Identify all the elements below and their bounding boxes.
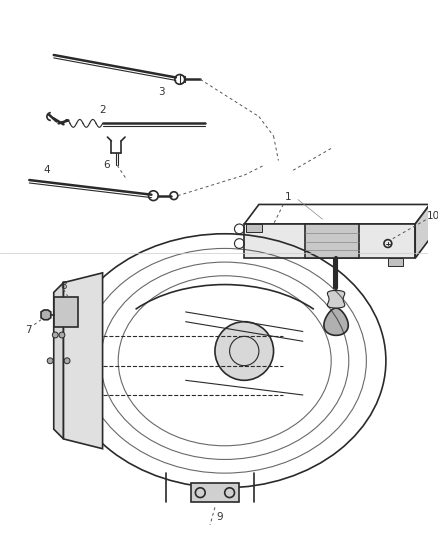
Circle shape (59, 332, 65, 338)
Polygon shape (388, 258, 403, 266)
Polygon shape (415, 205, 430, 258)
Polygon shape (191, 483, 239, 503)
Text: 3: 3 (158, 87, 165, 97)
Polygon shape (64, 273, 102, 449)
Circle shape (64, 358, 70, 364)
Text: 7: 7 (25, 325, 32, 335)
Polygon shape (305, 224, 359, 258)
Circle shape (215, 322, 274, 381)
Text: 8: 8 (60, 280, 67, 290)
Text: 10: 10 (427, 211, 438, 221)
Polygon shape (54, 282, 64, 439)
Circle shape (53, 332, 58, 338)
Polygon shape (41, 310, 51, 320)
Polygon shape (327, 290, 345, 308)
Polygon shape (246, 224, 262, 232)
Polygon shape (324, 308, 348, 335)
Circle shape (47, 358, 53, 364)
Polygon shape (244, 224, 415, 258)
Text: 6: 6 (103, 160, 110, 171)
Text: 2: 2 (99, 104, 106, 115)
Polygon shape (54, 297, 78, 327)
Text: 1: 1 (285, 192, 292, 201)
Text: 4: 4 (44, 165, 50, 175)
Text: 9: 9 (216, 512, 223, 522)
